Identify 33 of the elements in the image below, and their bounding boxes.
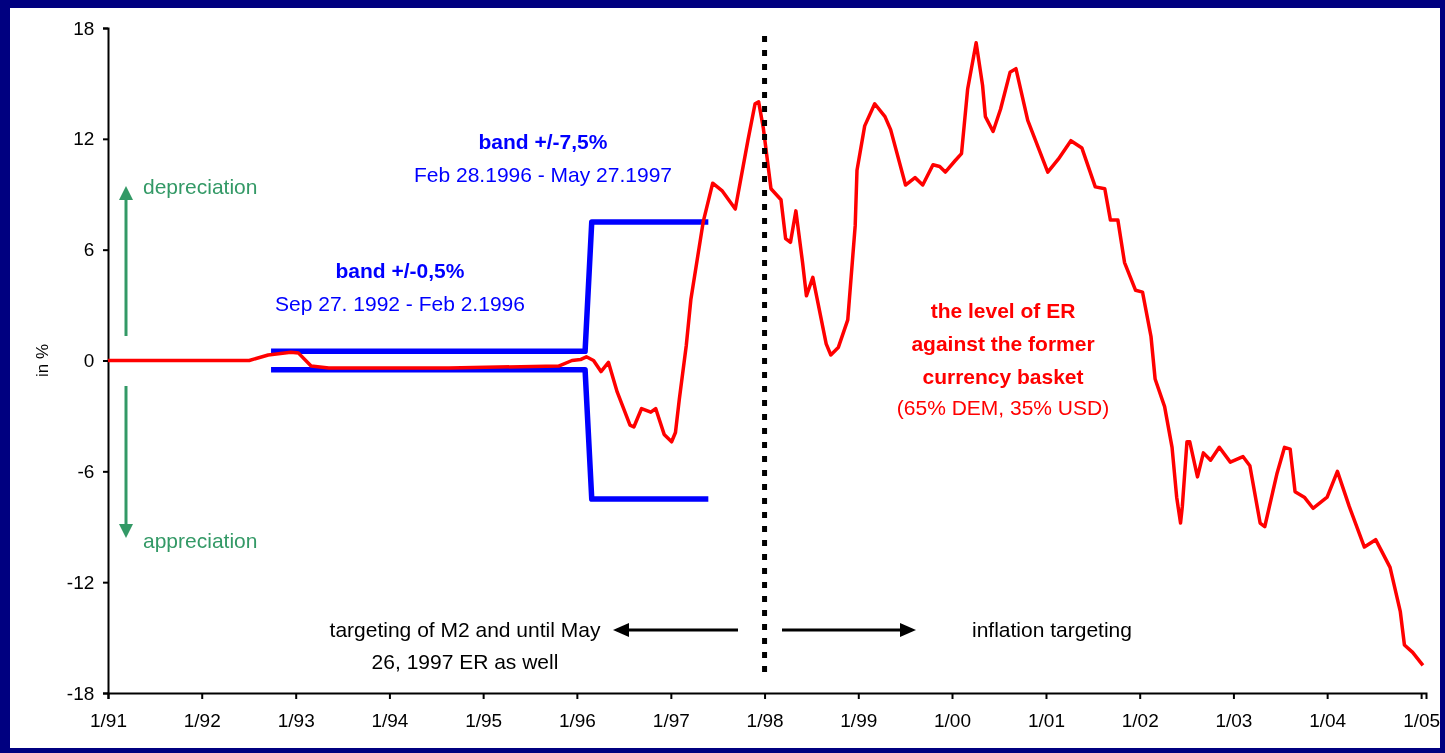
x-tick-label: 1/96 (558, 709, 596, 731)
x-tick-label: 1/97 (652, 709, 690, 731)
annotation: depreciation (143, 174, 259, 200)
annotation: Feb 28.1996 - May 27.1997 (413, 162, 673, 188)
x-tick-label: 1/95 (465, 709, 503, 731)
y-tick-label: -18 (66, 682, 95, 704)
y-tick-label: 12 (73, 128, 95, 150)
x-tick-label: 1/05 (1403, 709, 1441, 731)
annotation: the level of ER against the former currency basket (910, 298, 1096, 390)
x-tick-label: 1/04 (1309, 709, 1347, 731)
annotation: Sep 27. 1992 - Feb 2.1996 (274, 291, 526, 317)
x-tick-label: 1/01 (1027, 709, 1065, 731)
y-axis-title: in % (33, 343, 52, 378)
annotation: band +/-7,5% (477, 129, 609, 155)
annotation: targeting of M2 and until May 26, 1997 ER as well (328, 617, 602, 675)
x-tick-label: 1/98 (746, 709, 784, 731)
x-tick-label: 1/00 (934, 709, 971, 731)
y-tick-label: 0 (83, 350, 95, 372)
x-tick-label: 1/91 (90, 709, 127, 731)
annotation: inflation targeting (971, 617, 1133, 643)
x-tick-label: 1/94 (371, 709, 409, 731)
x-tick-label: 1/02 (1121, 709, 1159, 731)
y-tick-label: 18 (73, 17, 95, 39)
x-tick-label: 1/93 (277, 709, 315, 731)
annotation: band +/-0,5% (334, 258, 466, 284)
y-tick-label: 6 (83, 239, 95, 261)
x-tick-label: 1/92 (183, 709, 221, 731)
x-tick-label: 1/03 (1215, 709, 1253, 731)
x-tick-label: 1/99 (840, 709, 878, 731)
annotation: appreciation (143, 528, 259, 554)
annotation: (65% DEM, 35% USD) (895, 395, 1111, 421)
y-tick-label: -12 (66, 571, 95, 593)
y-tick-label: -6 (77, 460, 95, 482)
